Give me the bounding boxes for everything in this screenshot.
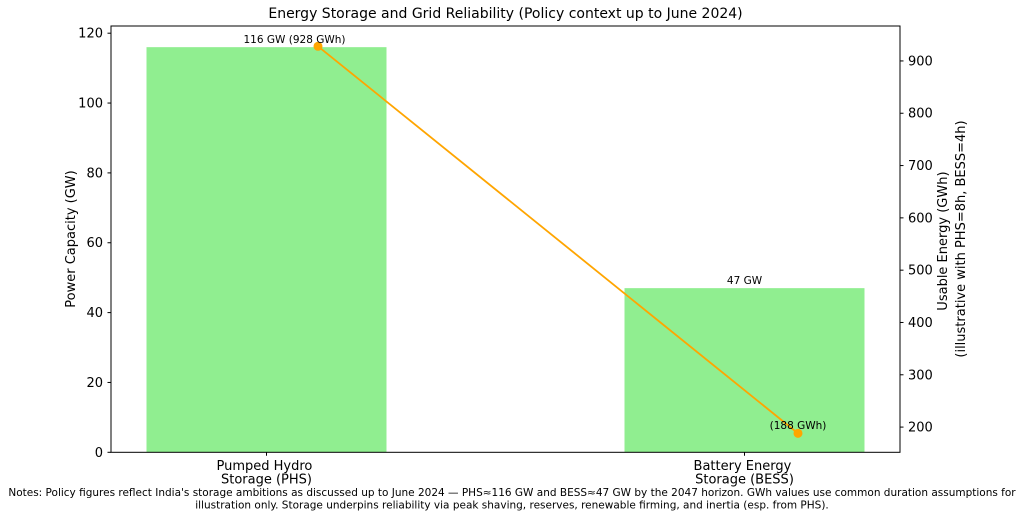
- right-tick-label: 900: [908, 54, 933, 69]
- plot-area: 0 20 40 60 80 100 120 200 300 400 500 600 700 800 900 1…: [78, 25, 933, 461]
- line-marker-0: [313, 41, 323, 51]
- bar-0: [146, 47, 387, 453]
- right-tick-label: 800: [908, 107, 933, 122]
- right-axis-title-line2: (illustrative with PHS=8h, BESS=4h): [954, 120, 969, 357]
- left-tick-label: 60: [86, 236, 103, 251]
- line-marker-1: [793, 428, 803, 438]
- annotation-2: (188 GWh): [770, 420, 827, 432]
- x-axis-label-bess-line2: Storage (BESS): [695, 473, 794, 488]
- annotation-0: 116 GW (928 GWh): [244, 34, 346, 46]
- right-tick-label: 300: [908, 368, 933, 383]
- right-tick-label: 600: [908, 211, 933, 226]
- right-tick-label: 200: [908, 421, 933, 436]
- left-tick-label: 80: [86, 166, 103, 181]
- notes-line-2: illustration only. Storage underpins rel…: [195, 500, 829, 512]
- notes-line-1: Notes: Policy figures reflect India's st…: [8, 487, 1016, 499]
- right-tick-label: 500: [908, 264, 933, 279]
- x-axis-label-phs: Pumped Hydro Storage (PHS): [216, 459, 316, 488]
- right-tick-label: 700: [908, 159, 933, 174]
- left-axis-title: Power Capacity (GW): [64, 170, 79, 307]
- left-tick-label: 120: [78, 27, 103, 42]
- right-axis-title: Usable Energy (GWh) (illustrative with P…: [936, 120, 969, 357]
- annotation-1: 47 GW: [727, 275, 763, 287]
- right-tick-label: 400: [908, 316, 933, 331]
- left-tick-label: 0: [95, 446, 103, 461]
- x-axis-label-bess: Battery Energy Storage (BESS): [694, 459, 796, 488]
- left-tick-label: 100: [78, 97, 103, 112]
- bar-1: [624, 288, 865, 453]
- plot-border: [110, 25, 901, 453]
- line-series: [317, 45, 799, 435]
- left-tick-label: 40: [86, 306, 103, 321]
- chart-title: Energy Storage and Grid Reliability (Pol…: [268, 6, 742, 22]
- x-axis-label-phs-line1: Pumped Hydro: [216, 459, 312, 474]
- x-axis-label-phs-line2: Storage (PHS): [221, 473, 312, 488]
- right-axis-title-line1: Usable Energy (GWh): [936, 171, 951, 310]
- x-axis-label-bess-line1: Battery Energy: [694, 459, 792, 474]
- left-tick-label: 20: [86, 376, 103, 391]
